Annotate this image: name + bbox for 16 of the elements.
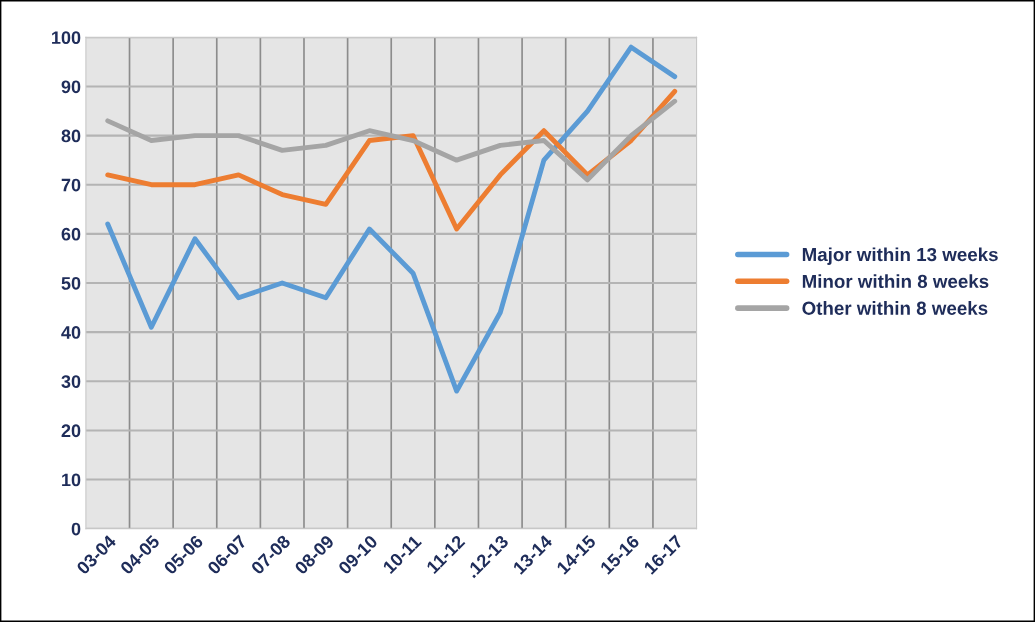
y-tick-label: 20 [61,424,81,438]
y-tick-label: 70 [61,178,81,192]
y-tick-label: 50 [61,276,81,290]
y-tick-label: 90 [61,80,81,94]
y-tick-label: 40 [61,326,81,339]
y-tick-label: 60 [61,227,81,241]
y-tick-label: 100 [52,31,81,45]
y-tick-label: 0 [71,522,81,536]
y-tick-label: 30 [61,375,81,389]
line-series [105,44,678,394]
y-tick-label: 10 [62,473,81,487]
line-series [105,98,678,183]
legend-label: Major within 13 weeks [802,247,998,265]
legend-label: Minor within 8 weeks [802,274,989,289]
legend-label: Other within 8 weeks [802,301,988,315]
y-tick-label: 80 [61,129,81,143]
